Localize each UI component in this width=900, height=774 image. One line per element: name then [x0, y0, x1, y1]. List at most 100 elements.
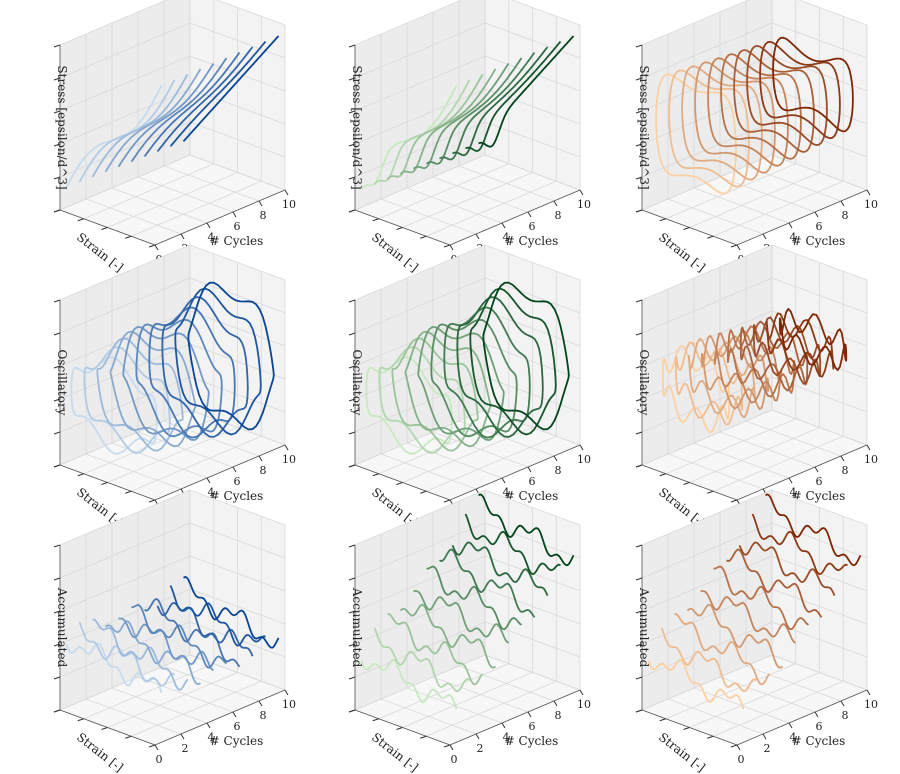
series-line-cycle-0 — [70, 356, 158, 455]
z-tick — [635, 365, 643, 369]
y-tick — [730, 244, 738, 248]
y-tick — [396, 227, 403, 230]
series-line-cycle-9 — [183, 576, 280, 649]
x-axis-title: # Cycles — [210, 234, 264, 248]
series-line-cycle-6 — [439, 51, 536, 161]
x-tick-label: 4 — [790, 231, 797, 244]
x-tick — [866, 444, 871, 451]
series-line-cycle-7 — [746, 45, 828, 147]
z-tick — [635, 398, 643, 402]
z-tick — [348, 176, 356, 180]
series-line-cycle-9 — [478, 35, 575, 148]
grid-line — [59, 244, 191, 301]
y-tick — [348, 464, 356, 468]
series-line-cycle-1 — [378, 345, 466, 455]
series-line-cycle-7 — [752, 316, 822, 385]
x-tick — [814, 211, 819, 218]
grid-line — [59, 588, 191, 645]
z-tick — [348, 299, 356, 303]
y-axis-title: Strain [-] — [369, 730, 421, 774]
x-tick — [579, 444, 584, 451]
x-axis-title: # Cycles — [210, 734, 264, 748]
y-axis-title: Strain [-] — [656, 230, 708, 275]
grid-line — [354, 277, 486, 334]
x-tick — [284, 189, 289, 196]
grid-line — [378, 663, 509, 720]
z-tick — [53, 431, 61, 435]
x-axis-line — [736, 444, 868, 501]
x-tick-label: 4 — [503, 731, 510, 744]
y-tick — [101, 227, 108, 230]
grid-line — [665, 418, 796, 475]
y-axis-title: Strain [-] — [74, 230, 126, 275]
x-axis-line — [154, 189, 286, 246]
z-axis-title: Accumulated — [55, 587, 69, 668]
z-tick — [53, 332, 61, 336]
x-axis-line — [154, 444, 286, 501]
x-tick-label: 2 — [477, 742, 484, 755]
z-tick — [53, 398, 61, 402]
y-tick — [635, 209, 643, 213]
z-tick — [53, 77, 61, 81]
grid-line — [354, 343, 486, 400]
x-axis-title: # Cycles — [210, 489, 264, 503]
y-tick — [372, 473, 379, 477]
x-tick — [579, 189, 584, 196]
grid-line — [59, 621, 191, 678]
x-tick — [840, 700, 845, 707]
x-tick-label: 0 — [451, 753, 458, 766]
series-line-cycle-6 — [726, 548, 823, 618]
series-line-cycle-5 — [426, 565, 523, 631]
series-line-cycle-6 — [733, 49, 815, 153]
z-tick — [348, 676, 356, 680]
x-tick — [527, 211, 532, 218]
z-axis-title: Oscillatory — [350, 350, 364, 416]
x-tick — [501, 222, 506, 229]
grid-line — [713, 435, 844, 492]
x-tick — [475, 733, 480, 740]
x-axis-line — [154, 689, 286, 746]
grid-line — [354, 22, 486, 79]
x-tick-label: 6 — [529, 220, 536, 233]
grid-line — [641, 522, 773, 579]
z-tick — [53, 110, 61, 114]
y-tick — [683, 227, 690, 230]
x-tick — [206, 222, 211, 229]
series-line-cycle-2 — [391, 337, 479, 452]
z-tick — [53, 143, 61, 147]
y-tick — [77, 218, 84, 222]
x-tick-label: 6 — [529, 720, 536, 733]
grid-line — [59, 55, 191, 112]
grid-line — [59, 277, 191, 334]
series-line-cycle-4 — [417, 326, 505, 441]
x-axis-line — [449, 189, 581, 246]
y-tick — [125, 235, 132, 239]
grid-line — [426, 680, 557, 737]
z-tick — [635, 143, 643, 147]
grid-line — [641, 489, 773, 546]
x-tick-label: 8 — [260, 709, 267, 722]
x-tick-label: 10 — [577, 698, 591, 711]
x-tick — [762, 733, 767, 740]
z-tick — [635, 44, 643, 48]
z-tick — [53, 44, 61, 48]
grid-line — [131, 680, 262, 737]
series-line-cycle-1 — [373, 627, 471, 693]
grid-line — [641, 409, 773, 466]
panel-accumulated-blue: 0 2 4 6 8 10 # Cycles Strain [-] Accumulated — [53, 489, 296, 774]
z-tick — [348, 398, 356, 402]
x-axis-line — [736, 689, 868, 746]
y-tick — [396, 727, 403, 730]
x-axis-title: # Cycles — [792, 734, 846, 748]
x-tick-label: 10 — [864, 198, 878, 211]
series-line-cycle-0 — [647, 658, 745, 710]
series-line-cycle-7 — [456, 296, 544, 438]
x-tick — [866, 689, 871, 696]
series-line-cycle-0 — [360, 658, 458, 710]
z-tick — [53, 676, 61, 680]
y-axis-title: Strain [-] — [656, 730, 708, 774]
x-tick — [762, 233, 767, 240]
y-tick — [659, 718, 666, 722]
x-tick-label: 8 — [555, 209, 562, 222]
